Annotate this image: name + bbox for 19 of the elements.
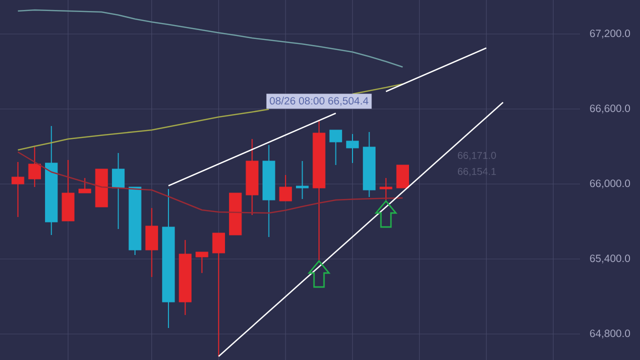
y-tick-label: 64,800.0 — [590, 330, 630, 338]
y-tick-label: 66,000.0 — [590, 180, 630, 188]
annotation: 08/26 08:00 66,504.4 — [270, 96, 368, 106]
y-tick-label: 66,600.0 — [590, 104, 630, 114]
candlestick — [396, 164, 409, 188]
candlestick — [12, 162, 24, 218]
candlestick — [212, 232, 225, 357]
candlestick — [78, 178, 92, 194]
candlestick — [380, 178, 392, 200]
candlestick — [329, 130, 342, 166]
y-tick-label: 67,200.0 — [590, 30, 630, 38]
candlestick — [279, 174, 292, 202]
candlestick — [346, 134, 359, 164]
candlestick — [28, 146, 41, 188]
candlestick — [196, 252, 208, 274]
candlestick — [112, 152, 125, 230]
candlestick — [145, 208, 158, 278]
y-tick-label: 65,400.0 — [590, 254, 630, 264]
candlestick — [296, 160, 309, 200]
